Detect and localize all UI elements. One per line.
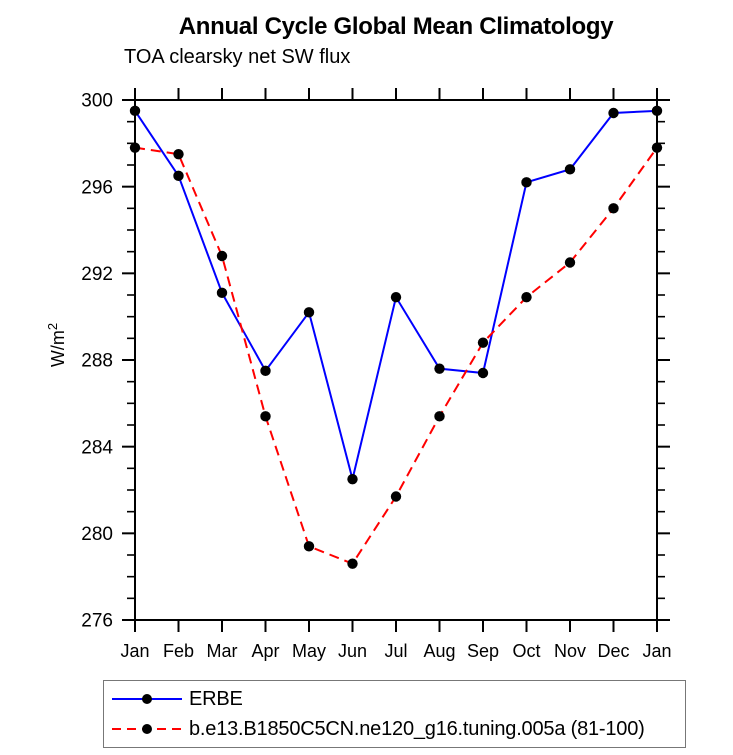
legend-marker-dot-icon — [142, 694, 152, 704]
x-tick-label: Sep — [467, 641, 499, 661]
data-point-marker — [477, 337, 489, 348]
data-point-marker — [434, 363, 445, 374]
x-tick-label: Oct — [512, 641, 540, 661]
data-point-marker — [216, 287, 228, 299]
x-tick-label: May — [292, 641, 326, 661]
data-point-marker — [260, 411, 271, 422]
legend-sample-dashed-line-icon — [112, 724, 182, 734]
x-tick-label: Jan — [120, 641, 149, 661]
data-point-marker — [173, 170, 184, 182]
x-tick-label: Jul — [384, 641, 407, 661]
data-point-marker — [303, 541, 315, 552]
x-tick-label: Nov — [554, 641, 586, 661]
x-tick-label: Apr — [251, 641, 279, 661]
data-point-marker — [347, 558, 358, 569]
x-tick-label: Dec — [597, 641, 629, 661]
data-point-marker — [390, 491, 402, 502]
legend-label-erbe: ERBE — [189, 687, 243, 710]
legend-item-erbe: ERBE — [104, 684, 685, 714]
y-tick-label: 276 — [81, 611, 113, 632]
data-point-marker — [129, 105, 141, 117]
data-point-marker — [173, 148, 184, 160]
legend-marker-dot-icon — [142, 724, 152, 734]
x-tick-label: Mar — [207, 641, 238, 661]
legend-label-model: b.e13.B1850C5CN.ne120_g16.tuning.005a (8… — [189, 717, 645, 740]
chart-subtitle: TOA clearsky net SW flux — [124, 46, 351, 68]
y-tick-label: 280 — [81, 524, 113, 545]
data-point-marker — [303, 307, 315, 318]
x-tick-label: Feb — [163, 641, 194, 661]
data-point-marker — [608, 107, 619, 119]
data-point-marker — [608, 203, 619, 214]
data-point-marker — [434, 411, 445, 422]
axis-frame — [134, 99, 658, 621]
x-tick-label: Aug — [423, 641, 455, 661]
data-point-marker — [477, 367, 489, 379]
data-point-marker — [564, 164, 576, 175]
data-point-marker — [390, 291, 402, 303]
data-point-marker — [521, 177, 532, 188]
y-tick-label: 296 — [81, 177, 113, 198]
data-point-marker — [651, 105, 663, 117]
y-tick-label: 288 — [81, 351, 113, 372]
data-point-marker — [129, 142, 141, 153]
data-point-marker — [521, 291, 532, 303]
chart-title: Annual Cycle Global Mean Climatology — [178, 13, 614, 40]
y-tick-label: 300 — [81, 91, 113, 112]
data-point-marker — [216, 250, 228, 262]
data-point-marker — [651, 142, 663, 153]
y-tick-label: 292 — [81, 264, 113, 285]
legend-sample-solid-line-icon — [112, 694, 182, 704]
data-point-marker — [347, 473, 358, 485]
data-point-marker — [564, 257, 576, 268]
legend: ERBE b.e13.B1850C5CN.ne120_g16.tuning.00… — [103, 680, 686, 748]
data-point-marker — [260, 365, 271, 377]
x-tick-label: Jun — [338, 641, 367, 661]
y-tick-label: 284 — [81, 437, 113, 458]
legend-item-model: b.e13.B1850C5CN.ne120_g16.tuning.005a (8… — [104, 714, 685, 744]
x-tick-label: Jan — [642, 641, 671, 661]
